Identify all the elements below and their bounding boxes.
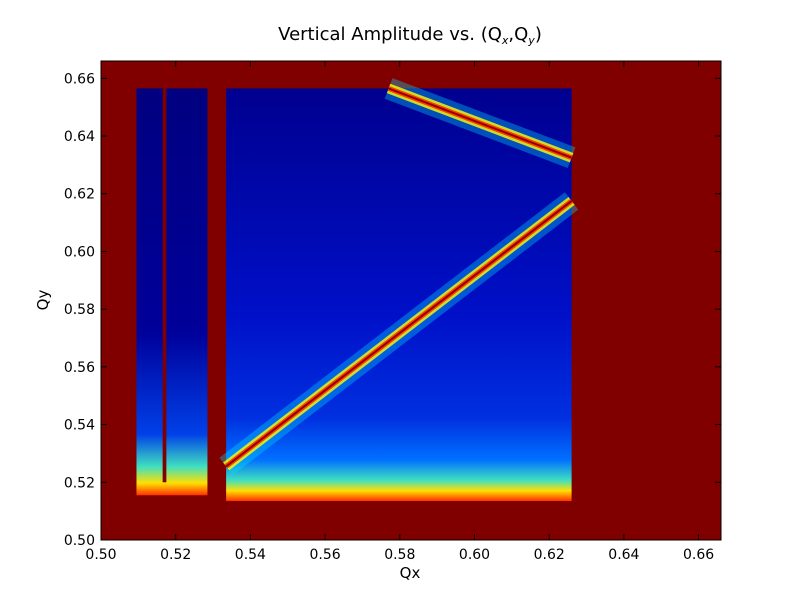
x-tick-label: 0.52: [160, 547, 191, 563]
y-tick-label: 0.50: [64, 533, 95, 549]
y-tick-label: 0.64: [64, 129, 95, 145]
chart-title: Vertical Amplitude vs. (Qx,Qy): [278, 24, 542, 47]
x-tick-label: 0.64: [608, 547, 639, 563]
y-tick-label: 0.52: [64, 475, 95, 491]
top-right-resonance: [384, 78, 576, 168]
plot-area: [101, 61, 721, 540]
y-axis-label: Qy: [34, 290, 52, 311]
plot-frame: [100, 60, 722, 541]
y-tick-label: 0.60: [64, 244, 95, 260]
x-axis-label: Qx: [400, 564, 421, 582]
y-tick-label: 0.54: [64, 418, 95, 434]
x-tick-label: 0.54: [235, 547, 266, 563]
x-tick-label: 0.58: [384, 547, 415, 563]
y-tick-label: 0.56: [64, 360, 95, 376]
y-tick-label: 0.58: [64, 302, 95, 318]
x-tick-label: 0.66: [683, 547, 714, 563]
x-tick-label: 0.56: [310, 547, 341, 563]
stable-region-main: [226, 88, 572, 502]
left-vertical-line: [162, 88, 167, 483]
x-tick-label: 0.50: [85, 547, 116, 563]
y-tick-label: 0.66: [64, 71, 95, 87]
x-tick-label: 0.62: [534, 547, 565, 563]
stable-region-left: [136, 88, 208, 496]
axis-ticks: 0.50 0.52 0.54 0.56 0.58 0.60 0.62 0.64 0.66 0.50…: [64, 61, 721, 563]
x-tick-label: 0.60: [459, 547, 490, 563]
y-tick-label: 0.62: [64, 187, 95, 203]
main-diagonal-resonance: [219, 192, 579, 476]
